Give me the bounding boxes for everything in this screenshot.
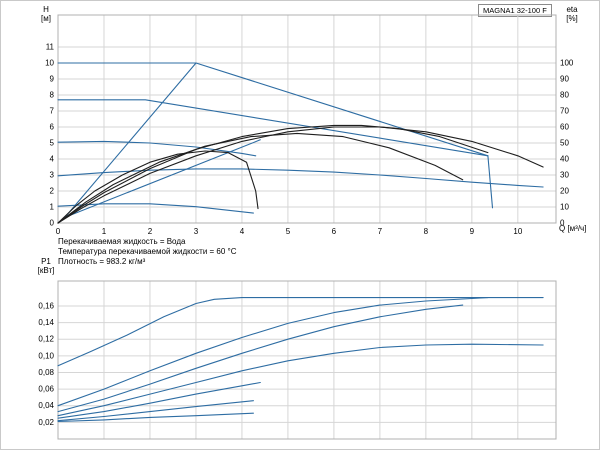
svg-text:7: 7 xyxy=(50,107,55,116)
axis-title-eta-unit: [%] xyxy=(566,14,578,23)
svg-text:4: 4 xyxy=(50,155,55,164)
svg-text:9: 9 xyxy=(50,75,55,84)
svg-text:90: 90 xyxy=(560,75,569,84)
svg-text:0: 0 xyxy=(56,227,61,236)
flow-axis-label: Q [м³/ч] xyxy=(559,224,587,233)
svg-text:1: 1 xyxy=(50,203,55,212)
svg-text:50: 50 xyxy=(560,139,569,148)
svg-text:5: 5 xyxy=(50,139,55,148)
lower-left-axis-title: P1 [кВт] xyxy=(33,257,59,275)
svg-text:3: 3 xyxy=(194,227,199,236)
svg-text:0: 0 xyxy=(560,219,565,228)
axis-title-H-unit: [м] xyxy=(41,14,51,23)
svg-text:6: 6 xyxy=(50,123,55,132)
svg-text:7: 7 xyxy=(378,227,383,236)
svg-text:0,14: 0,14 xyxy=(38,318,54,327)
svg-text:0: 0 xyxy=(50,219,55,228)
lower-chart-svg: 0,02 0,04 0,06 0,08 0,10 0,12 0,14 0,16 xyxy=(38,280,557,440)
svg-text:10: 10 xyxy=(560,203,569,212)
svg-text:9: 9 xyxy=(470,227,475,236)
svg-text:0,08: 0,08 xyxy=(38,368,54,377)
svg-text:80: 80 xyxy=(560,91,569,100)
svg-text:8: 8 xyxy=(424,227,429,236)
svg-text:70: 70 xyxy=(560,107,569,116)
axis-title-P1: P1 xyxy=(41,257,51,266)
note-temperature: Температура перекачиваемой жидкости = 60… xyxy=(58,247,237,256)
svg-text:0,16: 0,16 xyxy=(38,301,54,310)
operating-conditions-notes: Перекачиваемая жидкость = Вода Температу… xyxy=(58,237,237,267)
svg-text:1: 1 xyxy=(102,227,107,236)
svg-text:20: 20 xyxy=(560,187,569,196)
svg-text:40: 40 xyxy=(560,155,569,164)
svg-text:5: 5 xyxy=(286,227,291,236)
note-fluid: Перекачиваемая жидкость = Вода xyxy=(58,237,186,246)
svg-text:6: 6 xyxy=(332,227,337,236)
svg-text:100: 100 xyxy=(560,59,574,68)
upper-right-axis-title: eta [%] xyxy=(557,5,587,23)
svg-text:3: 3 xyxy=(50,171,55,180)
axis-title-P1-unit: [кВт] xyxy=(37,266,55,275)
svg-text:2: 2 xyxy=(148,227,153,236)
svg-text:10: 10 xyxy=(45,59,54,68)
note-density: Плотность = 983.2 кг/м³ xyxy=(58,257,146,266)
pump-model-label: MAGNA1 32-100 F xyxy=(478,4,552,17)
svg-text:30: 30 xyxy=(560,171,569,180)
svg-text:2: 2 xyxy=(50,187,55,196)
svg-text:10: 10 xyxy=(513,227,522,236)
axis-title-H: H xyxy=(43,5,49,14)
svg-text:0,06: 0,06 xyxy=(38,385,54,394)
svg-text:8: 8 xyxy=(50,91,55,100)
upper-left-axis-title: H [м] xyxy=(35,5,57,23)
upper-chart-svg: 0 1 2 3 4 5 6 7 8 9 10 11 0 10 20 30 40 50 60 70 80 90 100 0 1 2 3… xyxy=(45,14,574,236)
svg-text:0,12: 0,12 xyxy=(38,335,54,344)
svg-text:11: 11 xyxy=(46,43,55,52)
svg-text:60: 60 xyxy=(560,123,569,132)
svg-text:4: 4 xyxy=(240,227,245,236)
axis-title-eta: eta xyxy=(566,5,578,14)
svg-text:0,04: 0,04 xyxy=(38,401,54,410)
svg-text:0,02: 0,02 xyxy=(38,418,54,427)
svg-text:0,10: 0,10 xyxy=(38,351,54,360)
